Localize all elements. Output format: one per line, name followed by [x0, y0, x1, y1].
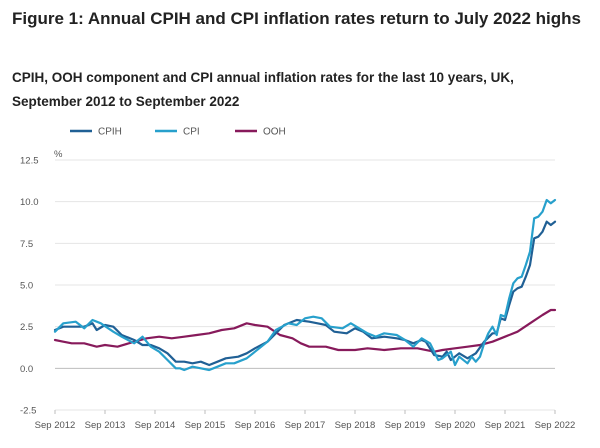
- x-tick-label: Sep 2018: [335, 420, 376, 431]
- x-tick-label: Sep 2022: [535, 420, 576, 431]
- y-tick-label: 5.0: [20, 281, 33, 292]
- series-line-cpi: [53, 198, 557, 372]
- gridlines: [55, 159, 555, 411]
- x-tick-label: Sep 2021: [485, 420, 526, 431]
- legend-label-cpih: CPIH: [98, 127, 122, 138]
- y-tick-label: 7.5: [20, 239, 33, 250]
- series-lines: [53, 198, 557, 372]
- y-tick-label: -2.5: [20, 406, 36, 417]
- axes: -2.5 0.0 2.5 5.0 7.5 10.0 12.5% Sep 2012 Sep 201…: [20, 149, 575, 431]
- series-line-ooh: [53, 308, 557, 353]
- chart-subtitle: CPIH, OOH component and CPI annual infla…: [12, 70, 514, 109]
- chart-title: Figure 1: Annual CPIH and CPI inflation …: [12, 9, 581, 28]
- x-tick-label: Sep 2016: [235, 420, 276, 431]
- x-tick-label: Sep 2020: [435, 420, 476, 431]
- x-tick-label: Sep 2019: [385, 420, 426, 431]
- x-tick-label: Sep 2012: [35, 420, 76, 431]
- legend-label-ooh: OOH: [263, 127, 286, 138]
- legend-label-cpi: CPI: [183, 127, 200, 138]
- x-tick-label: Sep 2015: [185, 420, 226, 431]
- y-tick-label: 12.5: [20, 156, 39, 167]
- x-tick-label: Sep 2017: [285, 420, 326, 431]
- y-axis-label: %: [54, 149, 63, 160]
- y-tick-label: 10.0: [20, 197, 39, 208]
- x-tick-label: Sep 2013: [85, 420, 126, 431]
- x-tick-label: Sep 2014: [135, 420, 176, 431]
- legend: CPIH CPI OOH: [70, 127, 286, 138]
- y-tick-label: 2.5: [20, 322, 33, 333]
- y-tick-label: 0.0: [20, 364, 33, 375]
